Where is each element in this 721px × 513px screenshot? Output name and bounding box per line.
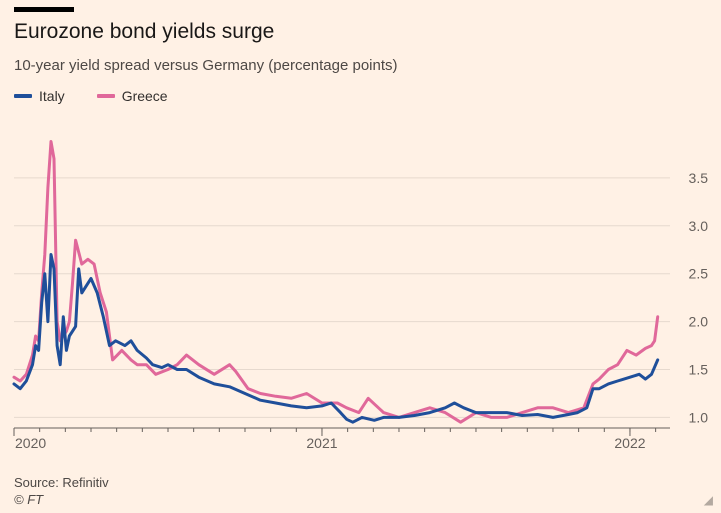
- y-tick-label-4: 3.0: [689, 218, 709, 234]
- source-note: Source: Refinitiv: [14, 475, 109, 490]
- legend-item-italy: Italy: [14, 88, 65, 104]
- chart-title: Eurozone bond yields surge: [14, 20, 275, 43]
- legend-item-greece: Greece: [96, 88, 168, 104]
- x-tick-label-0: 2020: [15, 435, 46, 451]
- title-accent-bar: [14, 7, 74, 12]
- y-tick-label-1: 1.5: [689, 362, 709, 378]
- y-tick-label-3: 2.5: [689, 266, 709, 282]
- y-tick-label-2: 2.0: [689, 314, 709, 330]
- x-tick-label-2: 2022: [614, 435, 645, 451]
- series-line-italy: [12, 253, 660, 424]
- legend-label-italy: Italy: [39, 88, 65, 104]
- x-tick-label-1: 2021: [306, 435, 337, 451]
- credit-note: © FT: [14, 492, 44, 507]
- legend-label-greece: Greece: [121, 88, 168, 104]
- series-line-greece: [12, 140, 660, 424]
- resize-grip-icon: ◢: [703, 493, 713, 507]
- y-tick-label-0: 1.0: [689, 409, 709, 425]
- chart-subtitle: 10-year yield spread versus Germany (per…: [14, 57, 398, 74]
- y-tick-label-5: 3.5: [689, 170, 709, 186]
- legend: Italy Greece: [14, 88, 168, 104]
- legend-swatch-italy: [14, 94, 32, 98]
- legend-swatch-greece: [96, 94, 115, 98]
